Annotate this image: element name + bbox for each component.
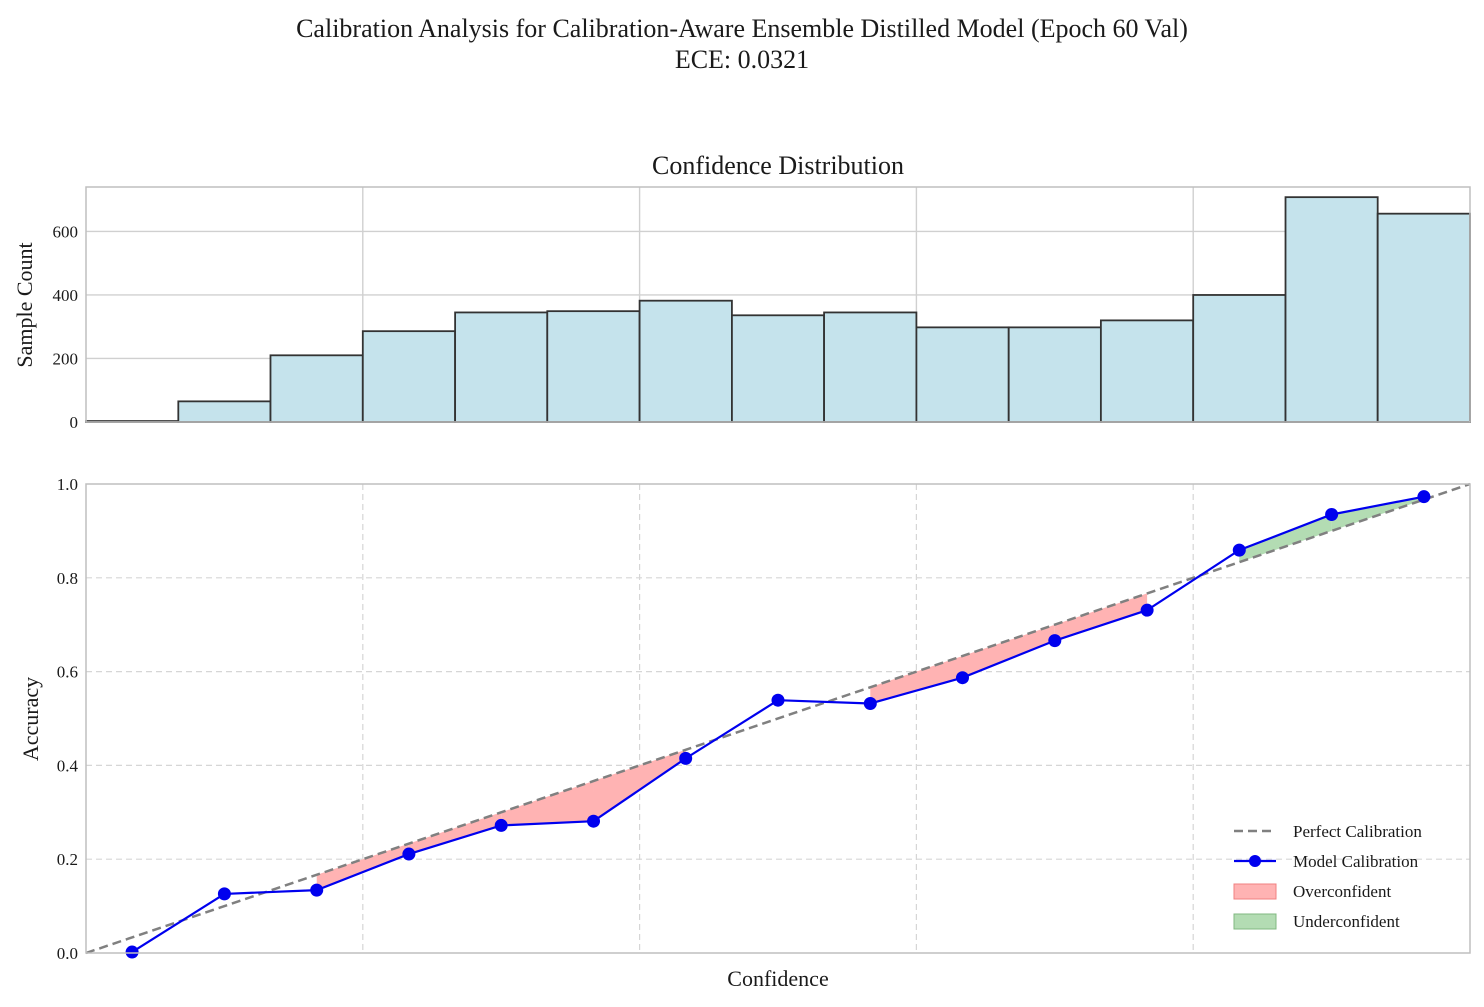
histogram-bar <box>1192 294 1287 423</box>
calibration-y-tick-label: 0.2 <box>57 850 78 869</box>
legend-underconfident-swatch <box>1233 913 1277 930</box>
histogram-bars <box>85 196 1471 423</box>
model-calibration-point <box>125 945 139 959</box>
calibration-grid <box>86 484 1470 953</box>
model-calibration-points <box>125 490 1431 959</box>
histogram-bar <box>1099 319 1195 423</box>
calibration-y-tick-label: 1.0 <box>57 475 78 494</box>
model-calibration-point <box>863 696 877 710</box>
calibration-y-tick-label: 0.8 <box>57 569 78 588</box>
calibration-y-tick-label: 0.6 <box>57 663 78 682</box>
histogram-bar <box>454 311 549 423</box>
overconfident-fill <box>870 655 963 704</box>
underconfident-fill <box>1331 496 1424 531</box>
histogram-bar <box>361 330 457 423</box>
histogram-y-ticks: 0 200 400 600 <box>53 222 79 432</box>
model-calibration-point <box>217 887 231 901</box>
histogram-bar <box>731 314 825 423</box>
histogram-bar <box>1007 326 1102 423</box>
calibration-y-ticks: 0.0 0.2 0.4 0.6 0.8 1.0 <box>57 475 79 963</box>
histogram-y-tick-label: 0 <box>70 413 79 432</box>
legend-model-label: Model Calibration <box>1293 852 1419 871</box>
calibration-y-tick-label: 0.4 <box>57 756 79 775</box>
underconfident-fill <box>1239 514 1332 563</box>
model-calibration-point <box>1325 507 1339 521</box>
model-calibration-point <box>1048 634 1062 648</box>
histogram-bar <box>638 299 733 423</box>
legend-perfect-label: Perfect Calibration <box>1293 822 1422 841</box>
histogram-bar <box>546 310 641 423</box>
legend-model-marker <box>1249 855 1261 867</box>
overconfident-fill <box>1054 593 1148 641</box>
ece-subtitle: ECE: 0.0321 <box>675 45 809 74</box>
model-calibration-point <box>310 883 324 897</box>
histogram-bar <box>1376 212 1471 423</box>
figure-title: Calibration Analysis for Calibration-Awa… <box>296 14 1188 43</box>
calibration-frame <box>85 483 1471 954</box>
overconfident-fill <box>316 843 409 891</box>
model-calibration-point <box>771 693 785 707</box>
histogram-bar <box>1284 196 1379 423</box>
calibration-gap-fills <box>316 496 1424 891</box>
calibration-y-label: Accuracy <box>18 677 43 761</box>
calibration-y-tick-label: 0.0 <box>57 944 78 963</box>
perfect-calibration-line <box>85 482 1471 955</box>
histogram-bar <box>915 326 1010 423</box>
histogram-y-label: Sample Count <box>12 242 37 367</box>
histogram-bar <box>269 354 364 423</box>
histogram-y-tick-label: 200 <box>53 349 79 368</box>
calibration-x-label: Confidence <box>727 966 828 991</box>
model-calibration-point <box>494 818 508 832</box>
histogram-frame <box>85 186 1471 423</box>
legend-underconfident-label: Underconfident <box>1293 912 1400 931</box>
model-calibration-point <box>402 847 416 861</box>
model-calibration-point <box>679 751 693 765</box>
model-calibration-point <box>1232 543 1246 557</box>
model-calibration-point <box>587 814 601 828</box>
overconfident-fill <box>962 624 1055 678</box>
histogram-y-tick-label: 400 <box>53 286 79 305</box>
overconfident-fill <box>501 781 594 826</box>
legend-overconfident-swatch <box>1233 883 1277 900</box>
overconfident-fill <box>593 749 686 822</box>
histogram-y-tick-label: 600 <box>53 222 79 241</box>
legend: Perfect Calibration Model Calibration Ov… <box>1233 822 1422 931</box>
model-calibration-point <box>1417 490 1431 504</box>
histogram-bar <box>823 311 918 423</box>
histogram-title: Confidence Distribution <box>652 151 904 180</box>
model-calibration-point <box>955 671 969 685</box>
model-calibration-point <box>1140 603 1154 617</box>
histogram-bar <box>177 400 272 423</box>
legend-overconfident-label: Overconfident <box>1293 882 1391 901</box>
overconfident-fill <box>408 812 502 855</box>
